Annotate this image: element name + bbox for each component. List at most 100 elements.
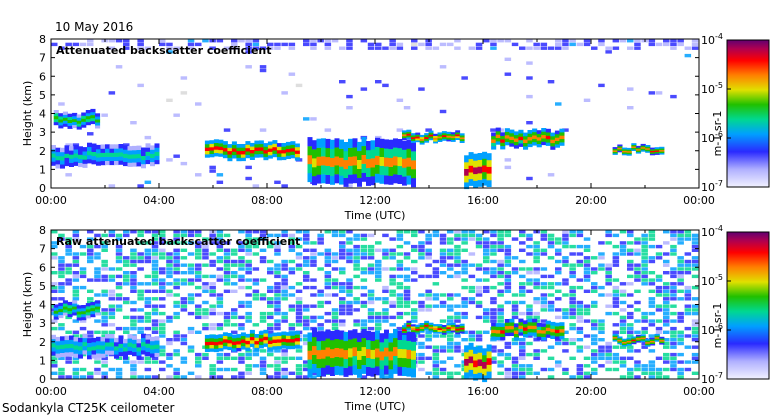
noise-cell: [634, 367, 641, 372]
noise-cell: [187, 293, 195, 297]
noise-cell: [281, 293, 288, 297]
noise-cell: [58, 297, 65, 301]
noise-cell: [259, 68, 267, 73]
noise-cell: [663, 252, 670, 256]
noise-cell: [511, 237, 519, 241]
noise-cell: [655, 308, 663, 312]
noise-cell: [691, 334, 699, 338]
layer-cell: [213, 338, 219, 343]
layer-cell: [554, 144, 560, 148]
noise-cell: [101, 371, 108, 375]
noise-cell: [598, 349, 605, 353]
layer-cell: [258, 140, 264, 145]
noise-cell: [497, 259, 504, 264]
layer-cell: [415, 138, 421, 141]
layer-cell: [393, 346, 398, 356]
noise-cell: [583, 263, 591, 267]
noise-cell: [663, 311, 670, 316]
layer-cell: [67, 310, 73, 315]
noise-cell: [223, 128, 231, 132]
layer-cell: [424, 136, 430, 139]
layer-cell: [450, 139, 456, 142]
noise-cell: [245, 367, 252, 372]
noise-cell: [627, 106, 634, 110]
noise-cell: [288, 323, 296, 327]
layer-cell: [78, 150, 83, 155]
noise-cell: [547, 80, 555, 84]
date-label: 10 May 2016: [55, 20, 134, 34]
noise-cell: [511, 304, 519, 308]
noise-cell: [547, 345, 555, 349]
layer-cell: [58, 305, 64, 310]
layer-cell: [69, 158, 74, 163]
noise-cell: [619, 356, 627, 360]
noise-cell: [475, 46, 483, 50]
noise-cell: [641, 233, 648, 238]
noise-cell: [173, 46, 180, 50]
noise-cell: [691, 274, 699, 279]
noise-cell: [79, 352, 87, 357]
noise-cell: [533, 241, 540, 245]
panel-title: Attenuated backscatter coefficient: [56, 44, 272, 57]
layer-cell: [96, 349, 101, 354]
noise-cell: [274, 323, 281, 327]
noise-cell: [324, 319, 332, 323]
noise-cell: [648, 230, 656, 234]
noise-cell: [691, 330, 699, 334]
noise-cell: [288, 244, 296, 249]
noise-cell: [425, 371, 432, 375]
noise-cell: [468, 274, 476, 279]
layer-cell: [321, 367, 326, 377]
noise-cell: [267, 300, 274, 305]
layer-cell: [118, 339, 124, 344]
layer-cell: [67, 119, 73, 123]
noise-cell: [65, 375, 72, 379]
layer-cell: [486, 357, 492, 365]
noise-cell: [267, 315, 274, 320]
noise-cell: [87, 289, 94, 293]
noise-cell: [526, 371, 533, 375]
noise-cell: [691, 267, 699, 271]
layer-cell: [60, 156, 65, 161]
noise-cell: [562, 367, 569, 372]
noise-cell: [108, 230, 116, 234]
noise-cell: [123, 326, 130, 331]
colorbar-tick-exponent: -5: [715, 81, 723, 90]
layer-cell: [388, 175, 394, 185]
noise-cell: [202, 244, 209, 249]
noise-cell: [547, 173, 555, 177]
layer-cell: [424, 320, 430, 323]
layer-cell: [446, 326, 452, 330]
noise-cell: [180, 256, 188, 260]
noise-cell: [101, 356, 108, 360]
noise-cell: [375, 80, 382, 84]
noise-cell: [274, 233, 281, 238]
layer-cell: [509, 325, 515, 330]
noise-cell: [396, 259, 404, 264]
layer-cell: [402, 366, 407, 376]
layer-cell: [325, 347, 331, 357]
layer-cell: [541, 128, 547, 132]
layer-cell: [87, 146, 92, 152]
noise-cell: [65, 360, 72, 364]
noise-cell: [267, 352, 274, 357]
noise-cell: [677, 259, 684, 264]
noise-cell: [483, 241, 490, 245]
noise-cell: [130, 248, 137, 252]
noise-cell: [691, 319, 699, 323]
layer-cell: [141, 337, 146, 343]
noise-cell: [425, 274, 432, 279]
colorbar-tick-exponent: -7: [715, 371, 723, 380]
noise-cell: [684, 230, 692, 234]
noise-cell: [619, 326, 627, 331]
noise-cell: [180, 338, 188, 342]
layer-cell: [559, 325, 565, 330]
layer-cell: [204, 341, 210, 346]
noise-cell: [425, 345, 432, 349]
noise-cell: [137, 315, 144, 320]
layer-cell: [123, 355, 128, 360]
layer-cell: [64, 352, 70, 357]
noise-cell: [403, 267, 411, 271]
layer-cell: [55, 341, 61, 346]
noise-cell: [483, 244, 490, 249]
